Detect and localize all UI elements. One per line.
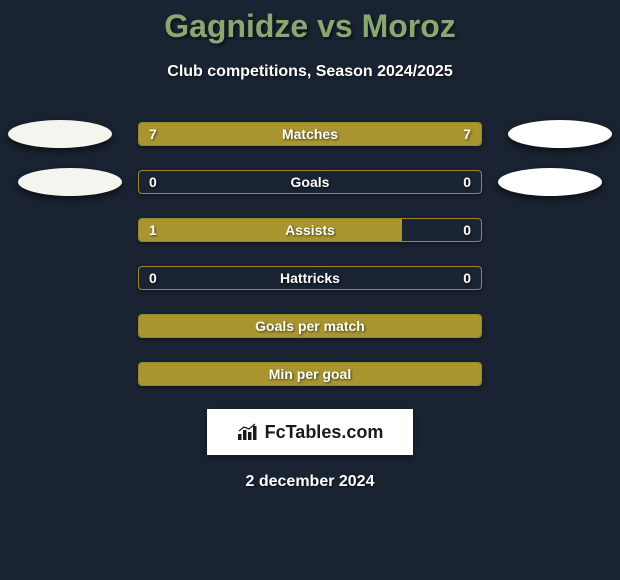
date-text: 2 december 2024 bbox=[0, 473, 620, 491]
fctables-logo: FcTables.com bbox=[207, 409, 413, 455]
page-title: Gagnidze vs Moroz bbox=[0, 0, 620, 45]
stat-row-min-per-goal: Min per goal bbox=[0, 361, 620, 387]
value-left: 1 bbox=[149, 222, 157, 238]
value-right: 0 bbox=[463, 222, 471, 238]
stat-label: Hattricks bbox=[280, 270, 340, 286]
comparison-chart: 7 Matches 7 0 Goals 0 1 Assists 0 0 bbox=[0, 121, 620, 387]
bar-container: 7 Matches 7 bbox=[138, 122, 482, 146]
stat-label: Min per goal bbox=[269, 366, 351, 382]
stat-row-goals: 0 Goals 0 bbox=[0, 169, 620, 195]
stat-label: Assists bbox=[285, 222, 335, 238]
logo-label: FcTables.com bbox=[265, 422, 384, 443]
value-left: 7 bbox=[149, 126, 157, 142]
bar-container: Goals per match bbox=[138, 314, 482, 338]
player-left-oval bbox=[18, 168, 122, 196]
player-left-oval bbox=[8, 120, 112, 148]
stat-row-goals-per-match: Goals per match bbox=[0, 313, 620, 339]
bar-left-fill bbox=[139, 219, 402, 241]
bar-container: 1 Assists 0 bbox=[138, 218, 482, 242]
stat-label: Matches bbox=[282, 126, 338, 142]
stat-row-assists: 1 Assists 0 bbox=[0, 217, 620, 243]
value-right: 0 bbox=[463, 174, 471, 190]
bar-container: Min per goal bbox=[138, 362, 482, 386]
value-right: 0 bbox=[463, 270, 471, 286]
stat-label: Goals bbox=[291, 174, 330, 190]
bar-container: 0 Goals 0 bbox=[138, 170, 482, 194]
value-left: 0 bbox=[149, 174, 157, 190]
stat-label: Goals per match bbox=[255, 318, 365, 334]
bar-container: 0 Hattricks 0 bbox=[138, 266, 482, 290]
logo-text: FcTables.com bbox=[237, 422, 384, 443]
player-right-oval bbox=[498, 168, 602, 196]
player-right-oval bbox=[508, 120, 612, 148]
value-left: 0 bbox=[149, 270, 157, 286]
page-subtitle: Club competitions, Season 2024/2025 bbox=[0, 63, 620, 81]
value-right: 7 bbox=[463, 126, 471, 142]
chart-icon bbox=[237, 423, 259, 441]
stat-row-hattricks: 0 Hattricks 0 bbox=[0, 265, 620, 291]
stat-row-matches: 7 Matches 7 bbox=[0, 121, 620, 147]
